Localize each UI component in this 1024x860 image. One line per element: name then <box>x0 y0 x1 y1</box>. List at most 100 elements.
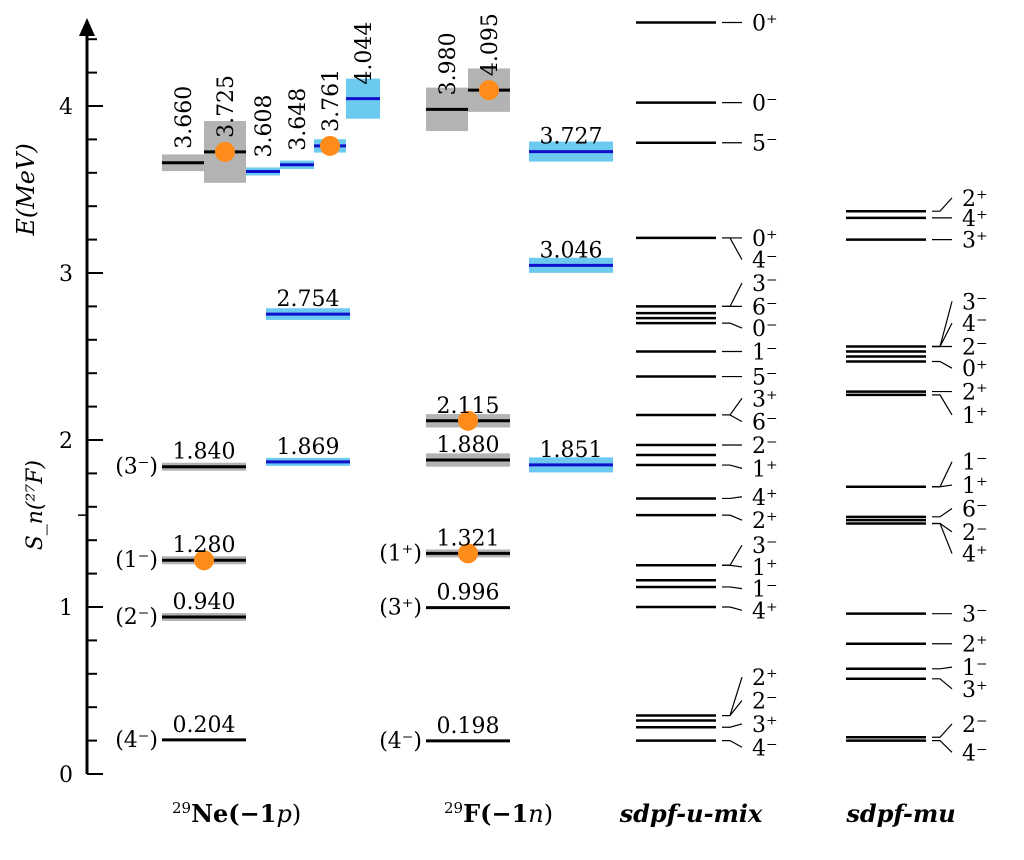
sdpf-mu-spin-label: 1⁻ <box>962 656 988 681</box>
level-energy-label: 3.046 <box>540 238 603 263</box>
level-spin-label: (1⁺) <box>379 541 422 566</box>
sdpf-mu-spin-label: 2⁺ <box>962 381 988 406</box>
sdpf-u-mix-spin-label: 0⁻ <box>752 317 778 342</box>
sdpf-u-mix-label-connector <box>722 237 743 260</box>
level-spin-label: (2⁻) <box>115 605 158 630</box>
sdpf-u-mix-label-connector <box>722 586 743 590</box>
sdpf-u-mix-spin-label: 1⁻ <box>752 578 778 603</box>
level-spin-label: (4⁻) <box>115 728 158 753</box>
y-tick-label: 0 <box>59 763 73 788</box>
sdpf-mu-spin-label: 2⁺ <box>962 633 988 658</box>
sdpf-mu-label-connector <box>932 301 953 348</box>
level-energy-label: 0.996 <box>437 581 500 606</box>
level-energy-label: 0.198 <box>437 714 500 739</box>
sdpf-mu-spin-label: 2⁺ <box>962 187 988 212</box>
orange-dot-marker <box>458 543 478 564</box>
sdpf-mu-spin-label: 2⁻ <box>962 521 988 546</box>
sdpf-mu-spin-label: 2⁻ <box>962 335 988 360</box>
column-label-ne: 29Ne(−1p) <box>172 799 301 828</box>
sdpf-mu-spin-label: 0⁺ <box>962 357 988 382</box>
level-energy-label: 4.095 <box>478 13 503 76</box>
level-spin-label: (3⁺) <box>379 596 422 621</box>
level-energy-label: 1.869 <box>277 435 340 460</box>
y-tick-label: 4 <box>59 95 73 120</box>
sdpf-u-mix-spin-label: 3⁻ <box>752 272 778 297</box>
sdpf-mu-spin-label: 3⁺ <box>962 678 988 703</box>
level-energy-label: 0.940 <box>173 590 236 615</box>
sdpf-u-mix-spin-label: 2⁻ <box>752 434 778 459</box>
sdpf-u-mix-spin-label: 2⁺ <box>752 666 778 691</box>
level-energy-label: 2.754 <box>277 287 340 312</box>
sdpf-mu-spin-label: 4⁺ <box>962 543 988 568</box>
level-energy-label: 3.608 <box>252 94 277 157</box>
sdpf-u-mix-spin-label: 6⁻ <box>752 411 778 436</box>
sdpf-mu-label-connector <box>932 678 953 690</box>
sdpf-mu-label-connector <box>932 739 953 753</box>
sdpf-u-mix-spin-label: 2⁻ <box>752 690 778 715</box>
sdpf-mu-spin-label: 4⁻ <box>962 741 988 766</box>
sdpf-mu-label-connector <box>932 522 953 554</box>
sdpf-u-mix-spin-label: 4⁻ <box>752 249 778 274</box>
level-energy-label: 3.980 <box>436 32 461 95</box>
sdpf-u-mix-spin-label: 1⁺ <box>752 556 778 581</box>
sdpf-mu-label-connector <box>932 666 953 670</box>
orange-dot-marker <box>479 80 499 101</box>
sdpf-u-mix-label-connector <box>722 514 743 521</box>
sdpf-mu-spin-label: 3⁻ <box>962 290 988 315</box>
sdpf-mu-label-connector <box>932 461 953 488</box>
y-tick-label: 1 <box>59 596 73 621</box>
sdpf-mu-label-connector <box>932 394 953 416</box>
level-energy-label: 0.204 <box>173 713 236 738</box>
sdpf-u-mix-spin-label: 0⁺ <box>752 12 778 37</box>
column-label-sdpf-u-mix: sdpf-u-mix <box>619 799 763 828</box>
sdpf-u-mix-spin-label: 5⁻ <box>752 366 778 391</box>
sdpf-u-mix-label-connector <box>722 723 743 728</box>
sdpf-u-mix-spin-label: 0⁻ <box>752 92 778 117</box>
sdpf-mu-spin-label: 1⁻ <box>962 451 988 476</box>
sdpf-u-mix-spin-label: 4⁺ <box>752 599 778 624</box>
level-energy-label: 1.840 <box>173 440 236 465</box>
level-energy-label: 3.648 <box>286 88 311 151</box>
level-spin-label: (4⁻) <box>379 729 422 754</box>
sdpf-u-mix-spin-label: 1⁻ <box>752 340 778 365</box>
sdpf-mu-spin-label: 1⁺ <box>962 474 988 499</box>
sdpf-u-mix-spin-label: 4⁺ <box>752 486 778 511</box>
level-spin-label: (3⁻) <box>115 455 158 480</box>
sdpf-u-mix-spin-label: 5⁻ <box>752 132 778 157</box>
level-energy-label: 1.880 <box>437 433 500 458</box>
column-label-f: 29F(−1n) <box>444 799 553 828</box>
orange-dot-marker <box>194 550 214 571</box>
sdpf-u-mix-label-connector <box>722 414 743 423</box>
sdpf-mu-spin-label: 4⁻ <box>962 312 988 337</box>
sdpf-u-mix-label-connector <box>722 282 743 307</box>
level-energy-label: 1.321 <box>437 526 500 551</box>
orange-dot-marker <box>215 141 235 162</box>
sdpf-mu-label-connector <box>932 723 953 738</box>
sdpf-mu-spin-label: 3⁺ <box>962 229 988 254</box>
level-energy-label: 3.761 <box>319 69 344 132</box>
sdpf-u-mix-label-connector <box>722 676 743 717</box>
sdpf-mu-spin-label: 1⁺ <box>962 404 988 429</box>
sdpf-u-mix-spin-label: 4⁻ <box>752 736 778 761</box>
sdpf-u-mix-label-connector <box>722 397 743 416</box>
y-axis-label: E(MeV) <box>12 143 40 236</box>
sdpf-mu-label-connector <box>932 322 953 348</box>
sdpf-u-mix-spin-label: 0⁺ <box>752 227 778 252</box>
sdpf-u-mix-spin-label: 6⁻ <box>752 295 778 320</box>
level-energy-label: 4.044 <box>352 22 377 85</box>
level-energy-label: 1.851 <box>540 438 603 463</box>
sdpf-u-mix-spin-label: 3⁺ <box>752 713 778 738</box>
column-label-sdpf-mu: sdpf-mu <box>845 799 955 828</box>
level-spin-label: (1⁻) <box>115 548 158 573</box>
sdpf-u-mix-spin-label: 3⁺ <box>752 387 778 412</box>
sdpf-mu-label-connector <box>932 197 953 212</box>
sdpf-mu-spin-label: 6⁻ <box>962 497 988 522</box>
sdpf-u-mix-label-connector <box>722 464 743 469</box>
y-tick-label: 2 <box>59 429 73 454</box>
level-energy-label: 1.280 <box>173 533 236 558</box>
sdpf-u-mix-spin-label: 3⁻ <box>752 534 778 559</box>
sdpf-u-mix-label-connector <box>722 322 743 329</box>
sdpf-u-mix-label-connector <box>722 544 743 566</box>
sdpf-u-mix-label-connector <box>722 739 743 748</box>
